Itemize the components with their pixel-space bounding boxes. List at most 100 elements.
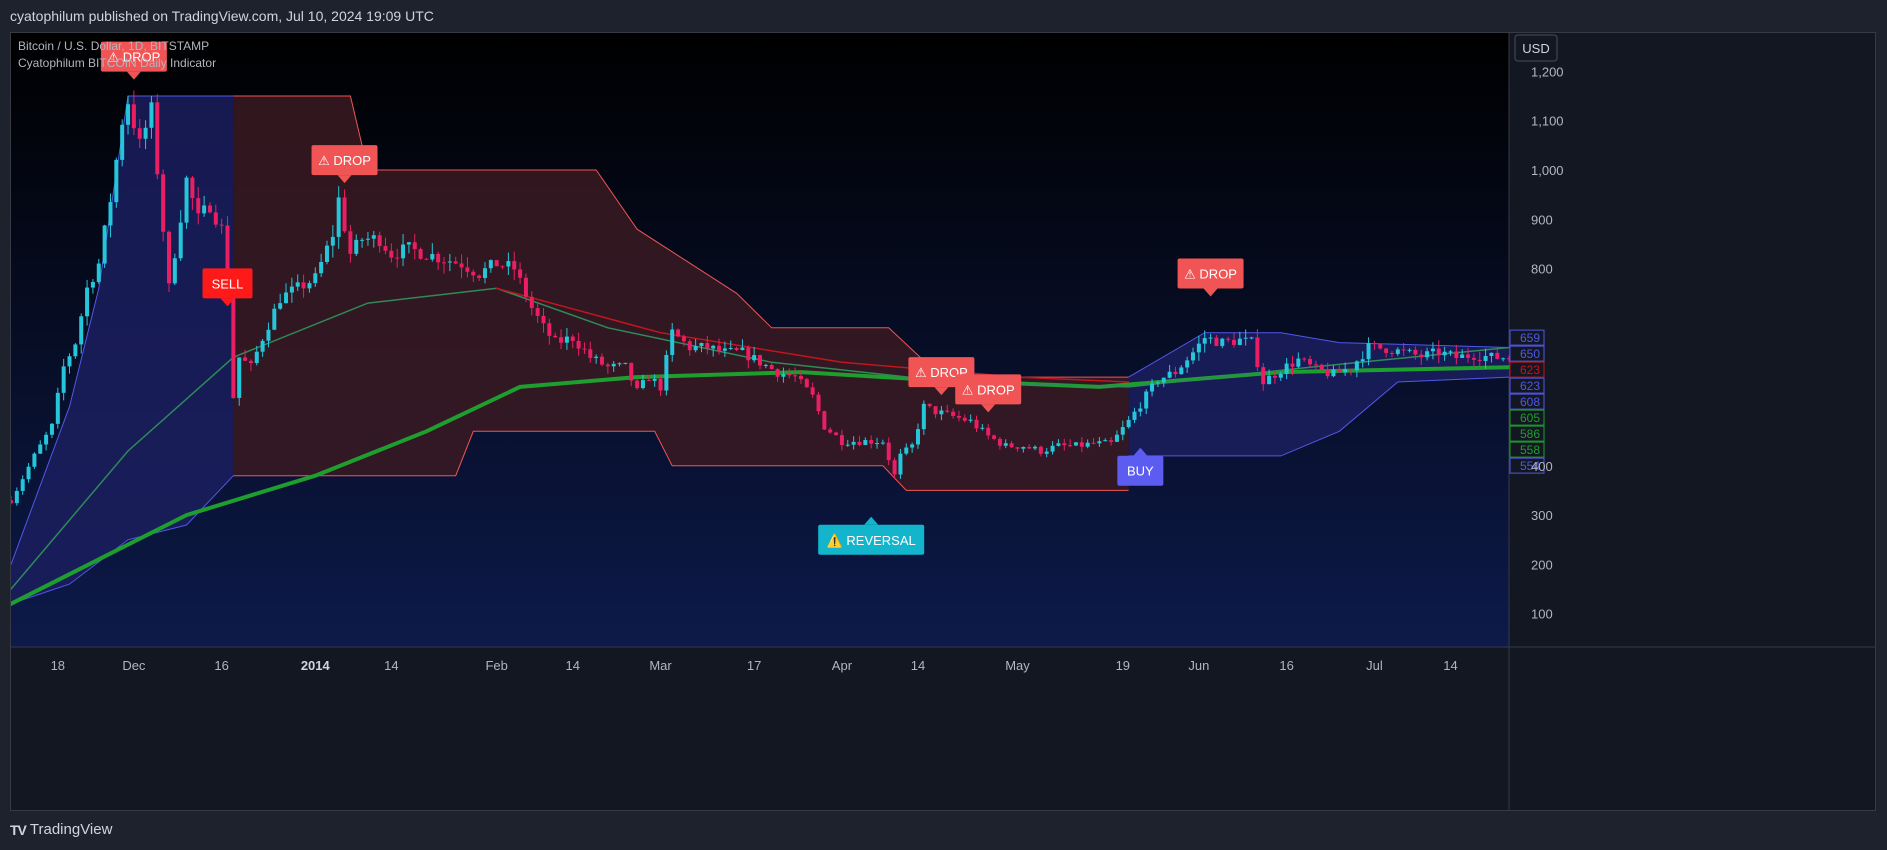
signal-label-buy: BUY [1117,447,1164,486]
candle-body [956,415,961,418]
candle-body [559,337,564,343]
svg-text:608: 608 [1520,395,1540,409]
candle-body [711,345,716,349]
footer[interactable]: TV TradingView [10,818,112,842]
candle-body [14,490,19,504]
candle-body [1138,408,1143,412]
signal-label-drop: ⚠ DROP [100,41,167,80]
candle-body [96,263,101,282]
footer-brand: TradingView [29,821,113,838]
candle-body [1372,343,1377,345]
candle-body [1466,354,1471,358]
candle-body [377,235,382,247]
candle-body [1477,359,1482,361]
candle-body [915,429,920,445]
signal-label-reversal: ⚠️ REVERSAL [818,516,925,555]
candle-body [746,347,751,361]
x-tick-label: 19 [1116,658,1130,673]
candle-body [699,343,704,347]
candle-body [143,127,148,139]
candle-body [1085,442,1090,447]
candle-body [1507,358,1511,360]
candle-body [360,239,365,241]
candle-body [1208,337,1213,339]
cloud-fill-0 [11,96,234,604]
signal-text: ⚠ DROP [107,50,160,65]
candle-body [857,441,862,445]
candle-body [301,282,306,289]
candle-body [1097,441,1102,444]
candle-body [910,444,915,448]
chart-frame[interactable]: ⚠ DROP SELL ⚠ DROP ⚠️ REVERSAL ⚠ DROP ⚠ DROP B… [10,32,1876,811]
signal-text: ⚠ DROP [1184,267,1237,282]
candle-body [213,212,218,225]
candle-body [875,443,880,445]
candle-body [49,423,54,435]
candle-body [1120,427,1125,435]
candle-body [518,269,523,278]
candle-body [313,273,318,284]
y-tick-label: 1,000 [1531,163,1564,178]
candle-body [1243,337,1248,339]
svg-text:650: 650 [1520,347,1540,361]
price-badge-605: 605 [1509,409,1545,426]
y-tick-label: 1,200 [1531,64,1564,79]
candle-body [1471,357,1476,360]
candle-body [196,198,201,214]
candle-body [933,406,938,415]
candle-body [1068,445,1073,447]
candle-body [992,435,997,439]
candle-body [652,378,657,381]
x-tick-label: Jun [1188,658,1209,673]
candle-body [161,174,166,232]
y-tick-label: 800 [1531,262,1553,277]
x-tick-label: Mar [649,658,672,673]
currency-button[interactable]: USD [1514,34,1558,62]
candle-body [1430,348,1435,352]
candle-body [477,275,482,279]
candle-body [1132,411,1137,420]
moving-average-line-0 [11,365,1511,606]
publish-text: cyatophilum published on TradingView.com… [10,8,434,24]
signal-text: BUY [1127,464,1154,479]
cloud-upper-band-1 [233,95,1129,378]
candle-body [1442,351,1447,356]
moving-average-line-1 [11,287,1510,590]
candle-body [1354,361,1359,371]
signal-label-drop: ⚠ DROP [908,357,975,396]
candle-body [1015,447,1020,449]
candle-body [90,281,95,288]
time-axis-background [11,647,1509,810]
candle-body [1261,367,1266,385]
x-tick-label: 17 [747,658,761,673]
moving-average-layer [11,287,1511,606]
candle-body [190,177,195,199]
candle-body [453,261,458,264]
price-axis-background [1509,33,1875,810]
candle-body [1302,358,1307,360]
candle-body [1313,364,1318,366]
candle-body [1337,369,1342,373]
y-tick-label: 900 [1531,212,1553,227]
candle-body [20,479,25,491]
candle-body [418,249,423,259]
candle-body [582,348,587,350]
candle-body [670,329,675,355]
y-axis-ticks: 100 200 300 400 800 900 1,000 1,100 1,200 [1531,64,1564,621]
svg-text:558: 558 [1520,443,1540,457]
candle-body [904,447,909,454]
candle-body [635,380,640,389]
price-badge-586: 586 [1509,425,1545,442]
candle-body [705,343,710,349]
candle-body [184,177,189,223]
moving-average-line-2 [495,287,1130,383]
candle-body [1255,337,1260,368]
candle-body [1050,445,1055,452]
candle-body [693,346,698,351]
candle-body [1501,358,1506,360]
candle-body [149,102,154,128]
candle-body [126,104,131,125]
candle-body [61,366,66,393]
candle-body [424,258,429,260]
